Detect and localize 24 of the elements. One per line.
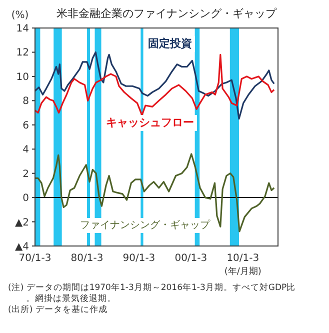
y-tick-label: 12 — [16, 48, 29, 59]
x-tick-label: 10/1-3 — [226, 253, 260, 264]
x-tick-label: 80/1-3 — [70, 253, 104, 264]
y-tick-label: ▲4 — [14, 242, 29, 252]
series-label: ファイナンシング・ギャップ — [80, 219, 211, 231]
text: (出所) データを基に作成 — [8, 304, 108, 315]
y-tick-label: 8 — [22, 96, 29, 108]
y-tick-label: 6 — [22, 120, 29, 132]
y-tick-label: 2 — [22, 168, 29, 180]
y-tick-label: 10 — [16, 72, 29, 83]
y-tick-label: 4 — [22, 144, 29, 156]
y-tick-label: 0 — [22, 193, 29, 204]
y-axis-title: (%) — [11, 10, 29, 21]
x-tick-label: 90/1-3 — [122, 253, 156, 264]
x-tick-label: 00/1-3 — [174, 253, 208, 264]
y-tick-label: 14 — [16, 24, 29, 34]
series-label: キャッシュフロー — [106, 116, 194, 129]
series-label: 固定投資 — [148, 37, 192, 50]
chart-title: 米非金融企業のファイナンシング・ギャップ — [56, 7, 278, 20]
text: (注) データの期間は1970年1-3月期～2016年1-3月期。すべて対GDP比。網掛は景気後退期。 — [8, 282, 296, 304]
x-axis-title: (年/月期) — [224, 266, 262, 277]
y-tick-label: ▲2 — [14, 217, 29, 228]
x-tick-label: 70/1-3 — [18, 253, 52, 264]
line-series — [34, 153, 275, 232]
